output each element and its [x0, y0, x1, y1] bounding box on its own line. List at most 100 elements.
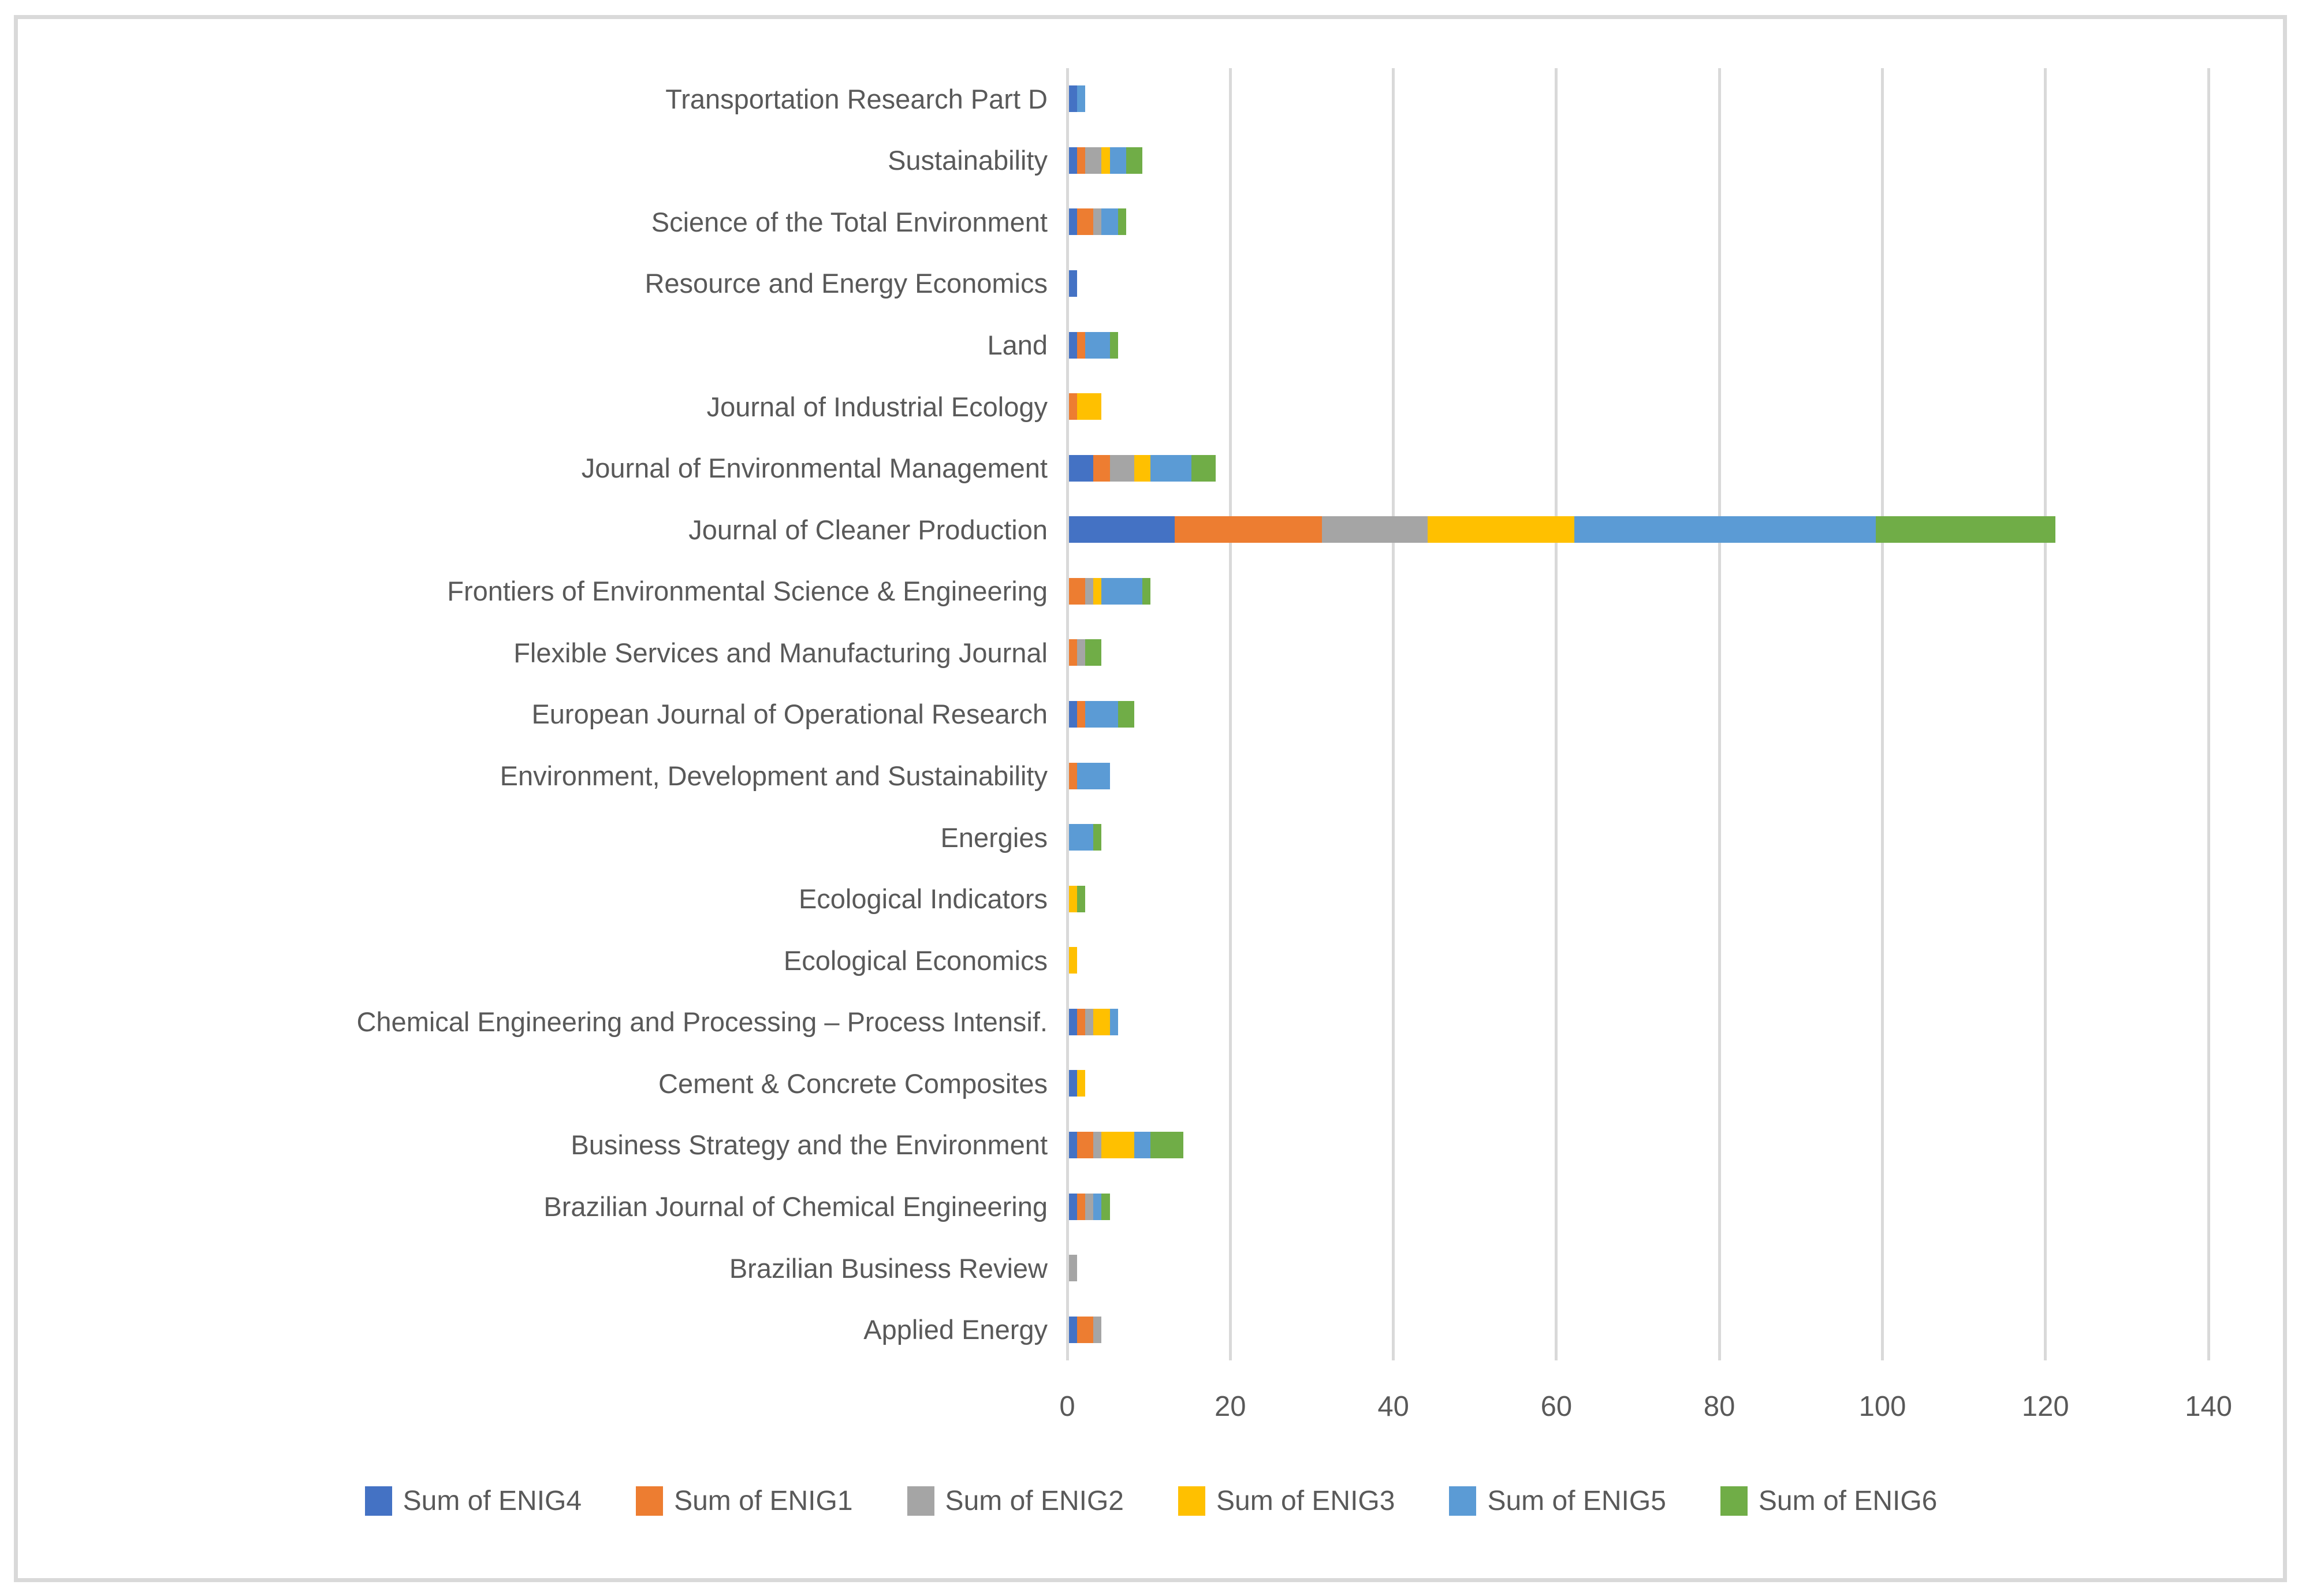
category-label: Resource and Energy Economics [645, 268, 1048, 299]
bar-segment-Sum-of-ENIG3 [1093, 577, 1102, 605]
bar-segment-Sum-of-ENIG5 [1134, 1132, 1151, 1158]
bar-row [1069, 454, 1216, 482]
bar-segment-Sum-of-ENIG1 [1069, 577, 1086, 605]
bar-segment-Sum-of-ENIG5 [1085, 331, 1110, 359]
bar-segment-Sum-of-ENIG6 [1118, 701, 1134, 728]
bar-row [1069, 1316, 1102, 1343]
bar-row [1069, 1132, 1183, 1158]
bar-segment-Sum-of-ENIG6 [1085, 639, 1102, 666]
bar-segment-Sum-of-ENIG6 [1142, 577, 1151, 605]
legend-item-Sum-of-ENIG4: Sum of ENIG4 [364, 1485, 582, 1517]
bar-segment-Sum-of-ENIG1 [1077, 147, 1086, 174]
bar-segment-Sum-of-ENIG5 [1077, 85, 1086, 113]
bar-segment-Sum-of-ENIG1 [1077, 331, 1086, 359]
category-label: Frontiers of Environmental Science & Eng… [447, 576, 1048, 607]
bar-segment-Sum-of-ENIG2 [1109, 454, 1134, 482]
bar-segment-Sum-of-ENIG1 [1069, 393, 1078, 420]
legend-marker [636, 1486, 664, 1516]
legend-label: Sum of ENIG6 [1758, 1486, 1938, 1516]
category-label: Land [987, 330, 1048, 361]
x-tick-label: 100 [1858, 1391, 1906, 1422]
bar-row [1069, 393, 1102, 420]
category-label: Journal of Environmental Management [581, 453, 1048, 484]
bar-segment-Sum-of-ENIG5 [1574, 516, 1876, 543]
bar-segment-Sum-of-ENIG1 [1077, 1132, 1094, 1158]
gridline [1718, 68, 1721, 1360]
bar-row [1069, 824, 1102, 851]
category-label: Sustainability [888, 145, 1048, 176]
x-tick-label: 0 [1059, 1391, 1075, 1422]
bar-segment-Sum-of-ENIG1 [1175, 516, 1322, 543]
bar-segment-Sum-of-ENIG4 [1069, 270, 1078, 297]
bar-segment-Sum-of-ENIG6 [1126, 147, 1142, 174]
bar-segment-Sum-of-ENIG1 [1069, 639, 1078, 666]
category-label: Business Strategy and the Environment [571, 1129, 1048, 1161]
category-label: Brazilian Journal of Chemical Engineerin… [543, 1191, 1048, 1222]
bar-segment-Sum-of-ENIG3 [1069, 885, 1078, 912]
category-label: Flexible Services and Manufacturing Jour… [513, 637, 1048, 668]
bar-row [1069, 762, 1110, 789]
bar-segment-Sum-of-ENIG4 [1069, 1316, 1078, 1343]
bar-segment-Sum-of-ENIG2 [1085, 577, 1094, 605]
bar-segment-Sum-of-ENIG1 [1077, 1316, 1094, 1343]
legend-label: Sum of ENIG4 [403, 1486, 582, 1516]
bar-segment-Sum-of-ENIG2 [1085, 1193, 1094, 1220]
bar-segment-Sum-of-ENIG5 [1085, 701, 1118, 728]
bar-segment-Sum-of-ENIG4 [1069, 701, 1078, 728]
bar-segment-Sum-of-ENIG6 [1150, 1132, 1183, 1158]
legend-label: Sum of ENIG3 [1216, 1486, 1395, 1516]
bar-row [1069, 885, 1086, 912]
bar-segment-Sum-of-ENIG1 [1077, 701, 1086, 728]
bar-row [1069, 516, 2055, 543]
bar-segment-Sum-of-ENIG4 [1069, 1193, 1078, 1220]
bar-segment-Sum-of-ENIG3 [1101, 1132, 1134, 1158]
x-tick-label: 40 [1377, 1391, 1409, 1422]
bar-row [1069, 1193, 1110, 1220]
bar-segment-Sum-of-ENIG5 [1101, 208, 1118, 236]
category-label: European Journal of Operational Research [531, 699, 1048, 730]
bar-segment-Sum-of-ENIG2 [1085, 1008, 1094, 1035]
bar-segment-Sum-of-ENIG3 [1093, 1008, 1110, 1035]
bar-segment-Sum-of-ENIG6 [1191, 454, 1216, 482]
bar-segment-Sum-of-ENIG5 [1101, 577, 1142, 605]
gridline [2044, 68, 2047, 1360]
bar-segment-Sum-of-ENIG1 [1077, 208, 1094, 236]
legend-label: Sum of ENIG1 [674, 1486, 853, 1516]
bar-segment-Sum-of-ENIG2 [1085, 147, 1102, 174]
bar-segment-Sum-of-ENIG1 [1093, 454, 1110, 482]
bar-segment-Sum-of-ENIG4 [1069, 85, 1078, 113]
x-tick-label: 120 [2021, 1391, 2069, 1422]
bar-row [1069, 208, 1126, 236]
bar-segment-Sum-of-ENIG5 [1109, 147, 1126, 174]
bar-segment-Sum-of-ENIG3 [1428, 516, 1575, 543]
category-label: Journal of Cleaner Production [688, 514, 1048, 545]
bar-segment-Sum-of-ENIG4 [1069, 1070, 1078, 1097]
category-label: Ecological Economics [783, 945, 1048, 976]
bar-row [1069, 1008, 1118, 1035]
gridline [2207, 68, 2210, 1360]
x-tick-label: 20 [1215, 1391, 1246, 1422]
gridline [1555, 68, 1558, 1360]
bar-segment-Sum-of-ENIG4 [1069, 1008, 1078, 1035]
bar-segment-Sum-of-ENIG5 [1069, 824, 1094, 851]
bar-segment-Sum-of-ENIG4 [1069, 147, 1078, 174]
bar-segment-Sum-of-ENIG2 [1093, 1132, 1102, 1158]
category-label: Science of the Total Environment [651, 206, 1048, 237]
legend-item-Sum-of-ENIG6: Sum of ENIG6 [1720, 1485, 1937, 1517]
gridline [1066, 68, 1069, 1360]
x-tick-label: 80 [1703, 1391, 1735, 1422]
category-label: Environment, Development and Sustainabil… [500, 760, 1048, 792]
bar-row [1069, 270, 1078, 297]
category-label: Applied Energy [863, 1314, 1048, 1345]
category-label: Chemical Engineering and Processing – Pr… [356, 1006, 1048, 1038]
bar-segment-Sum-of-ENIG6 [1077, 885, 1086, 912]
bar-segment-Sum-of-ENIG3 [1077, 1070, 1086, 1097]
bar-segment-Sum-of-ENIG3 [1077, 393, 1102, 420]
bar-segment-Sum-of-ENIG6 [1876, 516, 2055, 543]
bar-row [1069, 331, 1118, 359]
bar-segment-Sum-of-ENIG5 [1077, 762, 1110, 789]
bar-segment-Sum-of-ENIG6 [1093, 824, 1102, 851]
legend-marker [1178, 1486, 1205, 1516]
bar-segment-Sum-of-ENIG6 [1101, 1193, 1110, 1220]
category-label: Journal of Industrial Ecology [706, 391, 1048, 422]
